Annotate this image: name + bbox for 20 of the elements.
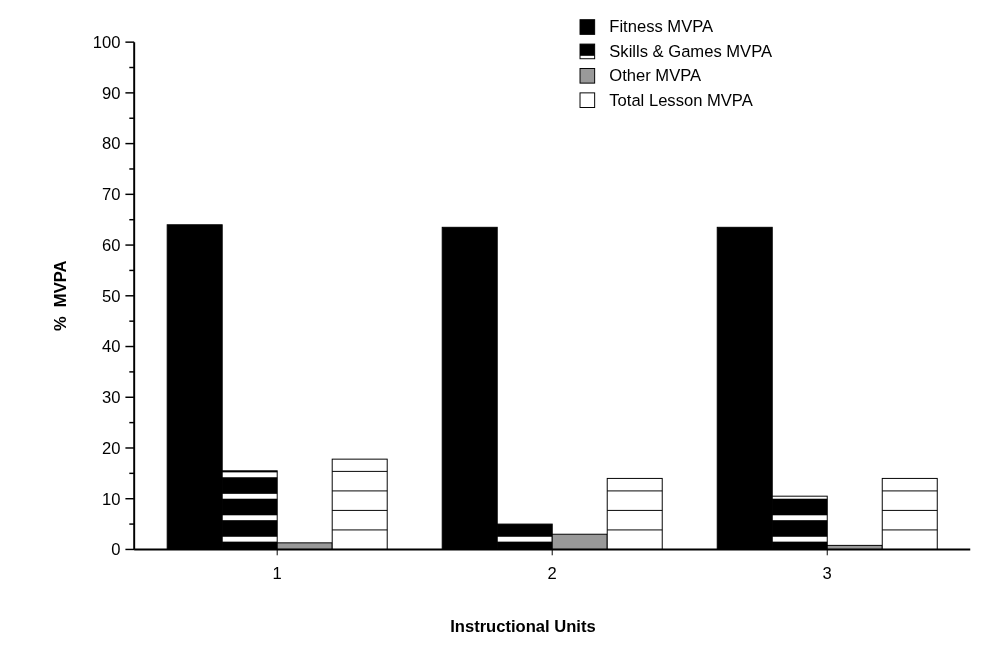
y-tick-label: 30 [102, 388, 121, 408]
y-tick-label: 0 [111, 540, 121, 560]
legend-label: Skills & Games MVPA [609, 41, 773, 61]
x-tick-label: 2 [547, 563, 557, 583]
x-tick-label: 1 [272, 563, 282, 583]
y-tick-label: 10 [102, 489, 121, 509]
y-tick-label: 20 [102, 438, 121, 458]
y-tick-label: 90 [102, 83, 121, 103]
y-tick-label: 60 [102, 235, 121, 255]
y-axis-title: % MVPA [50, 260, 70, 332]
legend-label: Fitness MVPA [609, 17, 715, 37]
y-tick-label: 100 [92, 32, 121, 52]
y-tick-label: 40 [102, 337, 121, 357]
y-tick-label: 50 [102, 286, 121, 306]
y-tick-label: 80 [102, 134, 121, 154]
legend-label: Total Lesson MVPA [609, 90, 754, 110]
x-axis-title: Instructional Units [450, 617, 596, 637]
x-tick-label: 3 [822, 563, 832, 583]
legend-label: Other MVPA [609, 66, 703, 86]
y-tick-label: 70 [102, 185, 121, 205]
